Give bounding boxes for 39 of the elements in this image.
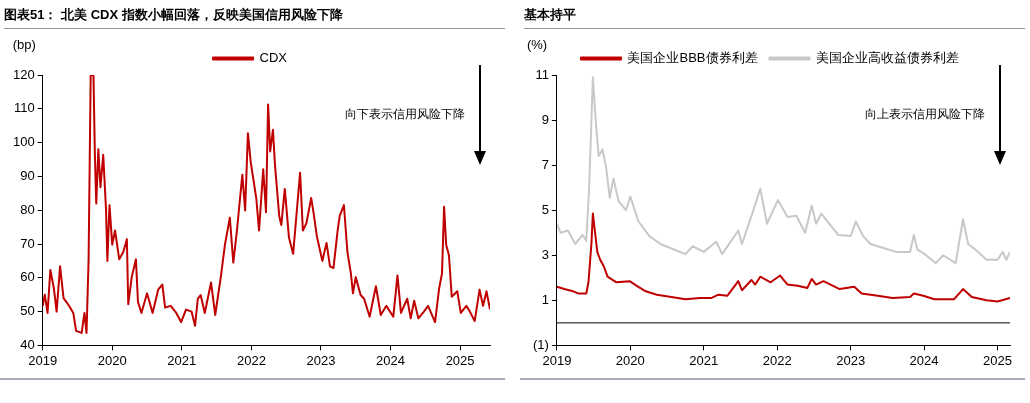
- y-tick-label: 60: [20, 269, 35, 285]
- annotation: 向下表示信用风险下降: [345, 107, 465, 122]
- y-tick-label: 7: [541, 156, 549, 172]
- y-tick-label: 11: [535, 66, 549, 82]
- y-tick-label: 100: [12, 134, 35, 150]
- x-tick-label: 2024: [909, 352, 939, 368]
- x-tick-label: 2025: [983, 352, 1012, 368]
- y-tick-label: 80: [20, 201, 35, 217]
- legend-label: 美国企业BBB债券利差: [627, 50, 758, 66]
- x-tick-label: 2023: [836, 352, 866, 368]
- y-tick-label: 70: [20, 235, 35, 251]
- y-tick-label: 3: [541, 246, 549, 262]
- chart-title: 基本持平: [524, 6, 1025, 29]
- y-tick-label: 50: [20, 303, 35, 319]
- x-tick-label: 2021: [167, 352, 197, 368]
- x-tick-label: 2022: [236, 352, 266, 368]
- y-tick-label: (1): [533, 336, 549, 352]
- chart-title: 图表51： 北美 CDX 指数小幅回落，反映美国信用风险下降: [4, 6, 505, 29]
- y-tick-label: 40: [20, 336, 35, 352]
- x-tick-label: 2024: [376, 352, 405, 368]
- legend-label: 美国企业高收益债券利差: [816, 50, 960, 66]
- y-axis-title: (%): [526, 36, 548, 52]
- x-tick-label: 2019: [542, 352, 572, 368]
- y-tick-label: 110: [13, 100, 35, 116]
- annotation: 向上表示信用风险下降: [865, 107, 985, 122]
- y-tick-label: 9: [541, 111, 549, 127]
- x-tick-label: 2021: [689, 352, 719, 368]
- x-tick-label: 2022: [762, 352, 792, 368]
- y-axis-title: (bp): [12, 36, 36, 52]
- y-tick-label: 120: [12, 66, 35, 82]
- legend-label: CDX: [259, 50, 288, 66]
- y-tick-label: 1: [541, 291, 549, 307]
- x-tick-label: 2025: [445, 352, 475, 368]
- x-tick-label: 2020: [97, 352, 127, 368]
- y-tick-label: 5: [541, 201, 549, 217]
- x-tick-label: 2020: [615, 352, 645, 368]
- y-tick-label: 90: [20, 167, 35, 183]
- x-tick-label: 2019: [28, 352, 58, 368]
- x-tick-label: 2023: [306, 352, 336, 368]
